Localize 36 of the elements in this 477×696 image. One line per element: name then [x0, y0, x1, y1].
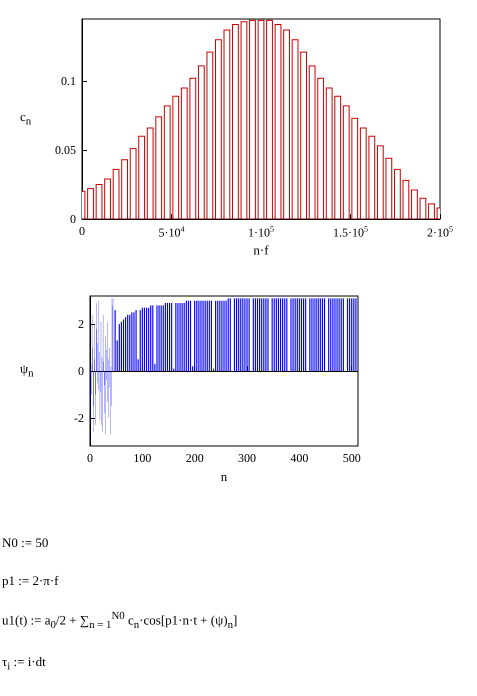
x-tick-label: 500: [342, 451, 361, 465]
bar: [198, 65, 205, 219]
bar: [189, 78, 196, 219]
bar: [164, 105, 171, 219]
bar: [172, 96, 180, 219]
bar: [326, 87, 333, 219]
bar: [155, 116, 162, 219]
bar: [376, 145, 384, 219]
y-axis-title: c$_{n}$: [20, 109, 32, 128]
bar: [360, 127, 367, 219]
y-tick-label: 0.1: [61, 74, 76, 88]
bar: [317, 78, 324, 219]
x-tick-label: 0: [87, 451, 93, 465]
text: N0 := 50: [2, 535, 50, 551]
x-axis-title: n·f: [253, 242, 270, 258]
bar: [351, 118, 358, 219]
x-tick-label: 400: [290, 451, 308, 465]
bar: [368, 136, 376, 219]
y-tick-label: 0: [78, 364, 84, 378]
bar: [180, 87, 188, 219]
x-axis-title: n: [220, 469, 228, 484]
bar: [138, 136, 146, 219]
bar: [342, 105, 350, 219]
y-tick-label: -2: [74, 410, 84, 425]
y-axis-title: ψ$_{n}$: [20, 361, 34, 380]
text: p1 := 2·π·f: [2, 572, 60, 588]
y-tick-label: 0: [70, 212, 76, 226]
x-tick-label: 300: [238, 451, 256, 465]
bar: [146, 127, 154, 219]
x-tick-label: 100: [133, 451, 152, 465]
y-tick-label: 0.05: [55, 143, 76, 158]
text: u1(t) := a$_{0}$/2 + ∑$_{n = 1}$$^{N0}$ c$_{n}$·cos[p1·n·t + (ψ)$_{n}$]: [2, 610, 238, 632]
bar: [334, 96, 342, 219]
y-tick-label: 2: [78, 317, 84, 332]
text: τ$_{i}$ := i·dt: [2, 654, 47, 674]
x-tick-label: 200: [186, 451, 204, 465]
